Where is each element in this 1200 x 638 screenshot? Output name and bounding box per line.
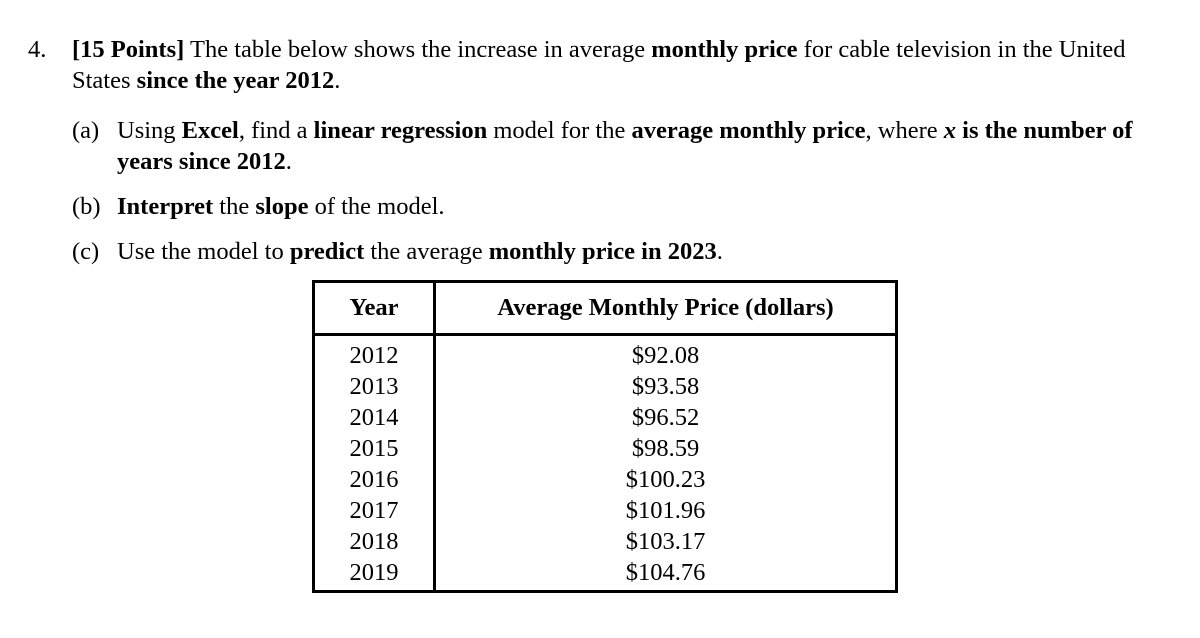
part-c-t3: . bbox=[716, 238, 723, 265]
part-a-var-x: x bbox=[943, 117, 957, 144]
part-a-b1: Excel bbox=[181, 117, 239, 144]
price-cell: $96.52 bbox=[631, 404, 700, 431]
part-b-t1: the bbox=[213, 193, 256, 220]
part-c-b1: predict bbox=[289, 238, 365, 265]
year-cell: 2019 bbox=[313, 557, 436, 592]
part-b-text: Interpret the slope of the model. bbox=[117, 191, 1137, 222]
table-row: 2017 $101.96 bbox=[313, 495, 897, 526]
price-cell: $100.23 bbox=[625, 466, 706, 493]
part-b-t2: of the model. bbox=[308, 193, 445, 220]
table-row: 2016 $100.23 bbox=[313, 464, 897, 495]
part-c-b2: monthly price in 2023 bbox=[488, 238, 717, 265]
question-text-1: The table below shows the increase in av… bbox=[184, 36, 652, 63]
part-a-t3: model for the bbox=[487, 117, 632, 144]
price-table: Year Average Monthly Price (dollars) 201… bbox=[312, 280, 898, 593]
table-row: 2019 $104.76 bbox=[313, 557, 897, 592]
part-c-t1: Use the model to bbox=[117, 238, 290, 265]
question-text-2: for cable television in the United State… bbox=[72, 36, 1126, 94]
question-points: [15 Points] bbox=[72, 36, 185, 63]
table-row: 2013 $93.58 bbox=[313, 371, 897, 402]
year-cell: 2018 bbox=[313, 526, 436, 557]
question-bold-2: since the year 2012 bbox=[136, 67, 335, 94]
price-cell: $104.76 bbox=[625, 559, 706, 586]
year-cell: 2014 bbox=[313, 402, 436, 433]
table-header-row: Year Average Monthly Price (dollars) bbox=[313, 281, 897, 336]
header-year: Year bbox=[313, 281, 436, 336]
price-cell: $92.08 bbox=[631, 342, 700, 369]
price-cell: $101.96 bbox=[625, 497, 706, 524]
part-a-t2: , find a bbox=[238, 117, 314, 144]
price-cell: $98.59 bbox=[631, 435, 700, 462]
part-a-t1: Using bbox=[117, 117, 182, 144]
part-b-b1: Interpret bbox=[117, 193, 214, 220]
year-cell: 2012 bbox=[313, 334, 436, 371]
price-cell: $93.58 bbox=[631, 373, 700, 400]
year-cell: 2017 bbox=[313, 495, 436, 526]
header-price: Average Monthly Price (dollars) bbox=[434, 281, 897, 336]
part-a-text: Using Excel, find a linear regression mo… bbox=[117, 115, 1137, 177]
question-bold-1: monthly price bbox=[651, 36, 798, 63]
question-number: 4. bbox=[28, 36, 47, 63]
part-c-label: (c) bbox=[72, 238, 100, 265]
table-row: 2012 $92.08 bbox=[313, 334, 897, 371]
question-text-3: . bbox=[334, 67, 341, 94]
part-a-t4: , where bbox=[865, 117, 944, 144]
year-cell: 2015 bbox=[313, 433, 436, 464]
part-a-b4: is the number of years since 2012 bbox=[117, 117, 1133, 175]
part-b-label: (b) bbox=[72, 193, 101, 220]
part-a-b2: linear regression bbox=[313, 117, 488, 144]
part-a-t5: . bbox=[285, 148, 292, 175]
part-b-b2: slope bbox=[255, 193, 309, 220]
part-a-b3: average monthly price bbox=[631, 117, 866, 144]
year-cell: 2016 bbox=[313, 464, 436, 495]
table-row: 2014 $96.52 bbox=[313, 402, 897, 433]
table-row: 2015 $98.59 bbox=[313, 433, 897, 464]
part-c-text: Use the model to predict the average mon… bbox=[117, 236, 1137, 267]
question-text: [15 Points] The table below shows the in… bbox=[72, 34, 1182, 96]
year-cell: 2013 bbox=[313, 371, 436, 402]
part-a-label: (a) bbox=[72, 117, 100, 144]
part-c-t2: the average bbox=[364, 238, 489, 265]
price-cell: $103.17 bbox=[625, 528, 706, 555]
table-row: 2018 $103.17 bbox=[313, 526, 897, 557]
